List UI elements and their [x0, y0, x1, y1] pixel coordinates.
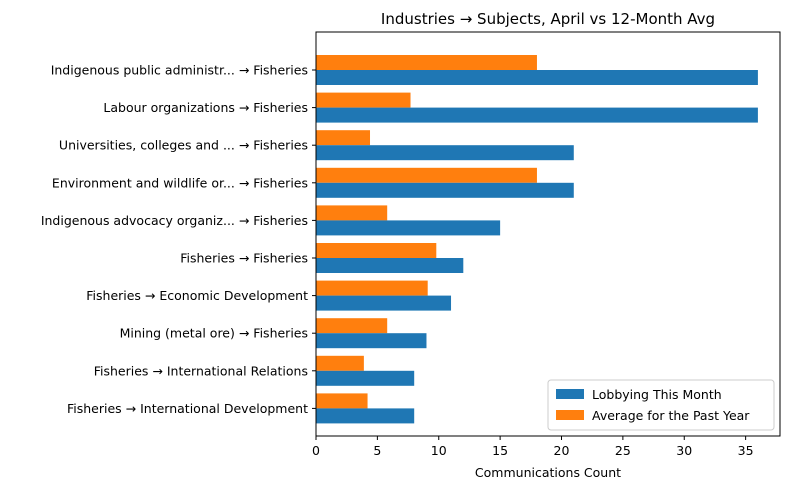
y-tick-label: Fisheries → Fisheries: [180, 251, 308, 266]
bars-group: [316, 55, 758, 424]
y-tick-label: Fisheries → International Development: [67, 401, 308, 416]
bar-lobbying-this-month: [316, 295, 452, 311]
bar-lobbying-this-month: [316, 70, 758, 85]
x-tick-label: 30: [676, 443, 692, 458]
bar-lobbying-this-month: [316, 182, 574, 198]
legend-swatch: [556, 389, 584, 399]
bar-average-past-year: [316, 205, 388, 221]
bar-lobbying-this-month: [316, 370, 415, 386]
bar-lobbying-this-month: [316, 107, 758, 123]
x-tick-label: 0: [312, 443, 320, 458]
bar-average-past-year: [316, 280, 428, 296]
x-tick-label: 15: [492, 443, 508, 458]
bar-average-past-year: [316, 318, 388, 334]
bar-lobbying-this-month: [316, 220, 501, 236]
bar-lobbying-this-month: [316, 408, 415, 424]
x-tick-label: 35: [738, 443, 754, 458]
x-tick-label: 20: [554, 443, 570, 458]
x-axis: 0 5 10 15 20 25 30 35: [312, 436, 754, 458]
y-tick-label: Environment and wildlife or... → Fisheri…: [52, 175, 308, 190]
legend: Lobbying This Month Average for the Past …: [547, 379, 775, 431]
y-axis: Indigenous public administr... → Fisheri…: [41, 63, 316, 416]
bar-lobbying-this-month: [316, 145, 574, 161]
y-tick-label: Indigenous public administr... → Fisheri…: [51, 63, 308, 78]
y-tick-label: Indigenous advocacy organiz... → Fisheri…: [41, 213, 308, 228]
bar-lobbying-this-month: [316, 258, 464, 273]
y-tick-label: Mining (metal ore) → Fisheries: [120, 326, 308, 341]
y-tick-label: Universities, colleges and ... → Fisheri…: [59, 138, 308, 153]
x-axis-label: Communications Count: [475, 465, 621, 480]
bar-average-past-year: [316, 167, 537, 183]
bar-average-past-year: [316, 355, 364, 371]
y-tick-label: Fisheries → Economic Development: [86, 288, 308, 303]
legend-label: Average for the Past Year: [592, 408, 750, 423]
legend-frame: [547, 379, 775, 431]
y-tick-label: Labour organizations → Fisheries: [103, 100, 308, 115]
plot-frame: [315, 31, 781, 437]
x-tick-label: 5: [373, 443, 381, 458]
legend-label: Lobbying This Month: [592, 387, 722, 402]
legend-swatch: [556, 410, 584, 420]
y-tick-label: Fisheries → International Relations: [94, 363, 308, 378]
bar-average-past-year: [316, 92, 411, 108]
x-tick-label: 10: [431, 443, 447, 458]
bar-average-past-year: [316, 393, 368, 409]
bar-lobbying-this-month: [316, 333, 427, 349]
x-tick-label: 25: [615, 443, 631, 458]
bar-average-past-year: [316, 130, 371, 146]
chart-title: Industries → Subjects, April vs 12-Month…: [381, 10, 715, 28]
bar-average-past-year: [316, 243, 437, 258]
bar-average-past-year: [316, 55, 537, 70]
